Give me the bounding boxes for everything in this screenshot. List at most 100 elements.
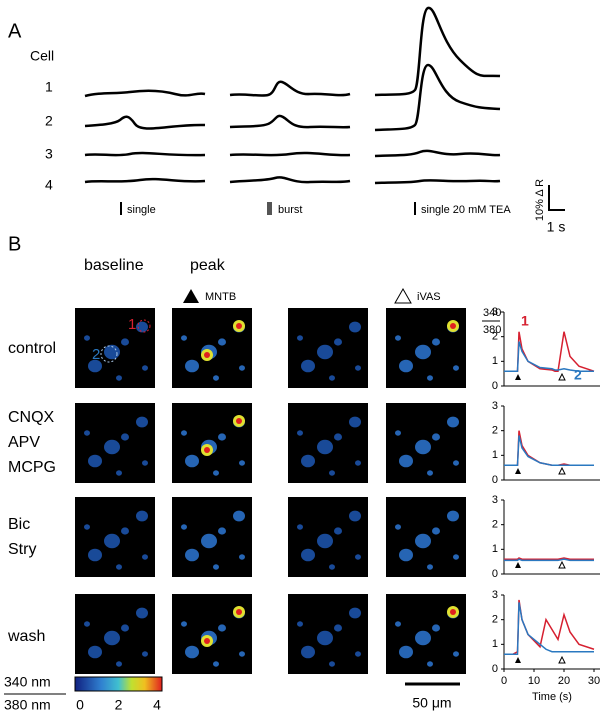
cell-marker: 2 (92, 346, 100, 363)
colorbar-tick: 2 (115, 697, 123, 713)
cell-blob (453, 651, 459, 657)
cell-blob (84, 621, 90, 627)
y-tick-label: 0 (492, 568, 498, 580)
cell-blob (399, 548, 413, 562)
series-line (504, 558, 594, 562)
cell-blob (415, 344, 431, 360)
cell-blob (395, 524, 401, 530)
trace (229, 114, 351, 129)
cell-blob (201, 533, 217, 549)
cell-blob (427, 564, 433, 570)
cell-blob (317, 439, 333, 455)
cell-blob (185, 454, 199, 468)
cell-label: 1 (45, 79, 53, 95)
stim-icon (558, 372, 566, 381)
cell-blob (121, 527, 129, 535)
cell-blob (181, 335, 187, 341)
cell-blob (301, 645, 315, 659)
cell-blob (136, 321, 148, 333)
cell-blob (218, 338, 226, 346)
cell-blob (329, 661, 335, 667)
cell-blob (355, 460, 361, 466)
cell-blob (142, 651, 148, 657)
trace (374, 149, 501, 158)
series-line (504, 435, 594, 466)
cell-blob (142, 554, 148, 560)
cell-header: Cell (30, 48, 54, 64)
cell-blob (185, 548, 199, 562)
scale-label: 10% Δ R (534, 179, 546, 221)
y-tick-label: 1 (492, 638, 498, 650)
stim-label: MNTB (205, 291, 236, 303)
y-tick-label: 2 (492, 519, 498, 531)
trace (84, 89, 206, 98)
y-tick-label: 0 (492, 663, 498, 675)
cell-blob (349, 510, 361, 522)
cell-blob (181, 621, 187, 627)
trace (374, 179, 501, 185)
y-axis-label: 380 (483, 324, 501, 336)
cell-blob (432, 433, 440, 441)
column-label: peak (190, 257, 226, 274)
cell-blob (334, 433, 342, 441)
cell-blob (453, 554, 459, 560)
cell-blob (88, 645, 102, 659)
panel-label: B (8, 233, 21, 255)
y-tick-label: 2 (492, 331, 498, 343)
cell-label: 3 (45, 146, 53, 162)
hot-spot (236, 609, 242, 615)
series-label: 1 (521, 312, 529, 328)
cell-blob (116, 564, 122, 570)
colorbar-unit: 380 nm (4, 697, 51, 713)
colorbar-tick: 0 (76, 697, 84, 713)
cell-blob (415, 533, 431, 549)
cell-blob (84, 430, 90, 436)
series-line (504, 341, 594, 372)
cell-blob (301, 548, 315, 562)
y-tick-label: 3 (492, 306, 498, 318)
cell-blob (334, 527, 342, 535)
cell-blob (142, 365, 148, 371)
stim-mark (120, 202, 122, 215)
x-axis-label: Time (s) (532, 691, 572, 703)
row-label: MCPG (8, 459, 56, 476)
cell-blob (334, 624, 342, 632)
cell-blob (399, 645, 413, 659)
stim-icon (515, 562, 521, 568)
y-tick-label: 1 (492, 543, 498, 555)
hot-spot (450, 609, 456, 615)
y-tick-label: 3 (492, 589, 498, 601)
cell-blob (213, 375, 219, 381)
x-tick-label: 20 (558, 675, 570, 687)
y-tick-label: 0 (492, 474, 498, 486)
cell-blob (239, 651, 245, 657)
row-label: APV (8, 434, 40, 451)
cell-blob (395, 430, 401, 436)
cell-blob (239, 365, 245, 371)
cell-blob (88, 359, 102, 373)
y-tick-label: 1 (492, 355, 498, 367)
cell-blob (213, 661, 219, 667)
cell-blob (349, 416, 361, 428)
cell-blob (427, 661, 433, 667)
x-tick-label: 10 (528, 675, 540, 687)
cell-blob (453, 460, 459, 466)
stim-icon (558, 655, 566, 664)
cell-blob (395, 335, 401, 341)
series-line (504, 557, 594, 560)
cell-blob (427, 375, 433, 381)
hot-spot (204, 447, 210, 453)
x-tick-label: 0 (501, 675, 507, 687)
cell-blob (355, 651, 361, 657)
stim-icon (515, 468, 521, 474)
stim-label: iVAS (417, 291, 441, 303)
cell-blob (297, 524, 303, 530)
colorbar-unit: 340 nm (4, 674, 51, 690)
stim-mark (267, 202, 272, 215)
trace (229, 80, 351, 97)
stim-mark (414, 202, 416, 215)
cell-blob (239, 554, 245, 560)
cell-blob (453, 365, 459, 371)
stim-label: single (127, 204, 156, 216)
